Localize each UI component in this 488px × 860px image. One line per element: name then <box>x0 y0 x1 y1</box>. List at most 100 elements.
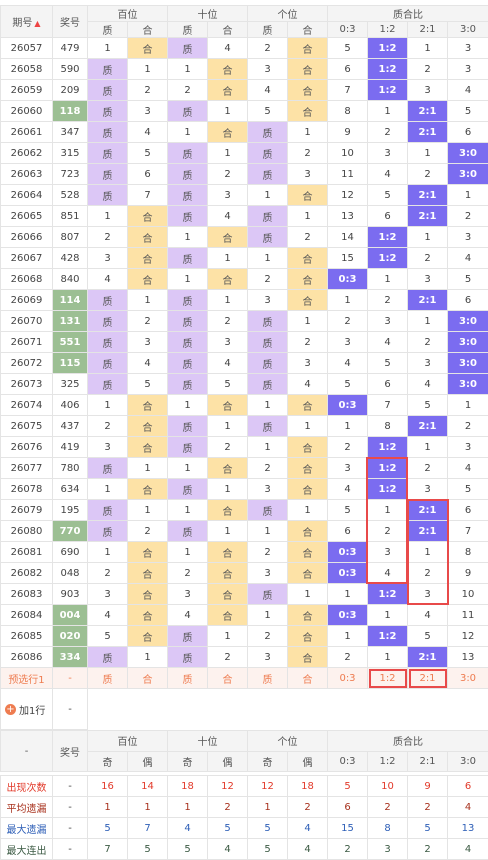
trend-cell: 2 <box>328 647 368 668</box>
predict-cell[interactable]: 3:0 <box>448 668 488 689</box>
sort-icon[interactable]: ▲ <box>34 19 40 28</box>
trend-cell: 4 <box>88 605 128 626</box>
group-header: 十位 <box>168 731 248 752</box>
predict-cell[interactable]: 质 <box>248 668 288 689</box>
trend-cell: 14 <box>328 227 368 248</box>
trend-cell: 质 <box>168 374 208 395</box>
predict-cell[interactable]: 2:1 <box>408 668 448 689</box>
trend-cell: 5 <box>328 500 368 521</box>
trend-cell: 4 <box>448 458 488 479</box>
trend-cell: 2 <box>288 143 328 164</box>
trend-cell: 质 <box>88 143 128 164</box>
number-cell: 131 <box>53 311 88 332</box>
number-cell: 048 <box>53 563 88 584</box>
trend-cell: 1 <box>128 59 168 80</box>
trend-cell: 2:1 <box>408 290 448 311</box>
trend-cell: 1 <box>288 500 328 521</box>
stat-label: 出现次数 <box>1 776 53 797</box>
trend-cell: 质 <box>88 185 128 206</box>
trend-cell: 质 <box>168 248 208 269</box>
trend-cell: 4 <box>328 479 368 500</box>
trend-cell: 3 <box>408 584 448 605</box>
trend-cell: 质 <box>88 290 128 311</box>
trend-cell: 2 <box>408 332 448 353</box>
header-row: 期号▲奖号百位十位个位质合比 <box>1 6 488 22</box>
trend-cell: 2 <box>88 227 128 248</box>
trend-cell: 合 <box>208 563 248 584</box>
trend-cell: 1 <box>448 395 488 416</box>
trend-cell: 1 <box>288 584 328 605</box>
stat-value: 2 <box>288 797 328 818</box>
trend-cell: 1 <box>208 479 248 500</box>
stat-value: 1 <box>248 797 288 818</box>
sub-header: 3:0 <box>448 751 488 772</box>
trend-cell: 1 <box>208 248 248 269</box>
trend-cell: 4 <box>248 80 288 101</box>
trend-cell: 5 <box>448 269 488 290</box>
stat-value: 5 <box>128 839 168 860</box>
trend-cell: 8 <box>448 542 488 563</box>
stat-value: 5 <box>328 776 368 797</box>
stat-value: 1 <box>88 797 128 818</box>
trend-cell: 3:0 <box>448 332 488 353</box>
trend-cell: 合 <box>208 227 248 248</box>
stat-value: 4 <box>448 797 488 818</box>
trend-cell: 4 <box>368 563 408 584</box>
trend-cell: 3 <box>288 353 328 374</box>
sub-header: 偶 <box>208 751 248 772</box>
stat-value: 5 <box>168 839 208 860</box>
trend-cell: 合 <box>288 185 328 206</box>
trend-cell: 2 <box>448 206 488 227</box>
predict-cell[interactable]: 0:3 <box>328 668 368 689</box>
trend-cell: 3 <box>208 332 248 353</box>
number-cell: 195 <box>53 500 88 521</box>
predict-cell[interactable]: 质 <box>88 668 128 689</box>
trend-cell: 4 <box>88 269 128 290</box>
predict-cell[interactable]: 合 <box>128 668 168 689</box>
stat-value: 5 <box>248 839 288 860</box>
trend-cell: 4 <box>448 248 488 269</box>
predict-cell[interactable]: 1:2 <box>368 668 408 689</box>
trend-cell: 3 <box>408 269 448 290</box>
stat-number: - <box>53 818 88 839</box>
trend-cell: 合 <box>128 38 168 59</box>
trend-cell: 0:3 <box>328 605 368 626</box>
trend-cell: 1 <box>288 416 328 437</box>
trend-cell: 9 <box>328 122 368 143</box>
trend-cell: 1 <box>368 647 408 668</box>
trend-cell: 2 <box>368 521 408 542</box>
trend-cell: 质 <box>168 416 208 437</box>
trend-cell: 1 <box>128 290 168 311</box>
add-cell: +加1行 <box>1 689 53 730</box>
predict-cell[interactable]: 合 <box>208 668 248 689</box>
trend-cell: 合 <box>208 500 248 521</box>
trend-cell: 5 <box>328 38 368 59</box>
trend-cell: 质 <box>168 143 208 164</box>
group-header: 个位 <box>248 731 328 752</box>
trend-cell: 1 <box>248 521 288 542</box>
trend-cell: 2 <box>288 227 328 248</box>
stat-label: 平均遗漏 <box>1 797 53 818</box>
trend-cell: 1:2 <box>368 59 408 80</box>
trend-cell: 合 <box>288 542 328 563</box>
predict-cell[interactable]: 质 <box>168 668 208 689</box>
add-button[interactable]: +加1行 <box>5 702 45 717</box>
trend-cell: 1:2 <box>368 80 408 101</box>
predict-cell[interactable]: 合 <box>288 668 328 689</box>
trend-cell: 13 <box>448 647 488 668</box>
trend-cell: 合 <box>288 647 328 668</box>
trend-cell: 合 <box>128 626 168 647</box>
predict-number: - <box>53 668 88 689</box>
issue-cell: 26059 <box>1 80 53 101</box>
number-cell: 428 <box>53 248 88 269</box>
trend-cell: 质 <box>248 332 288 353</box>
header-cell: - <box>1 731 53 772</box>
